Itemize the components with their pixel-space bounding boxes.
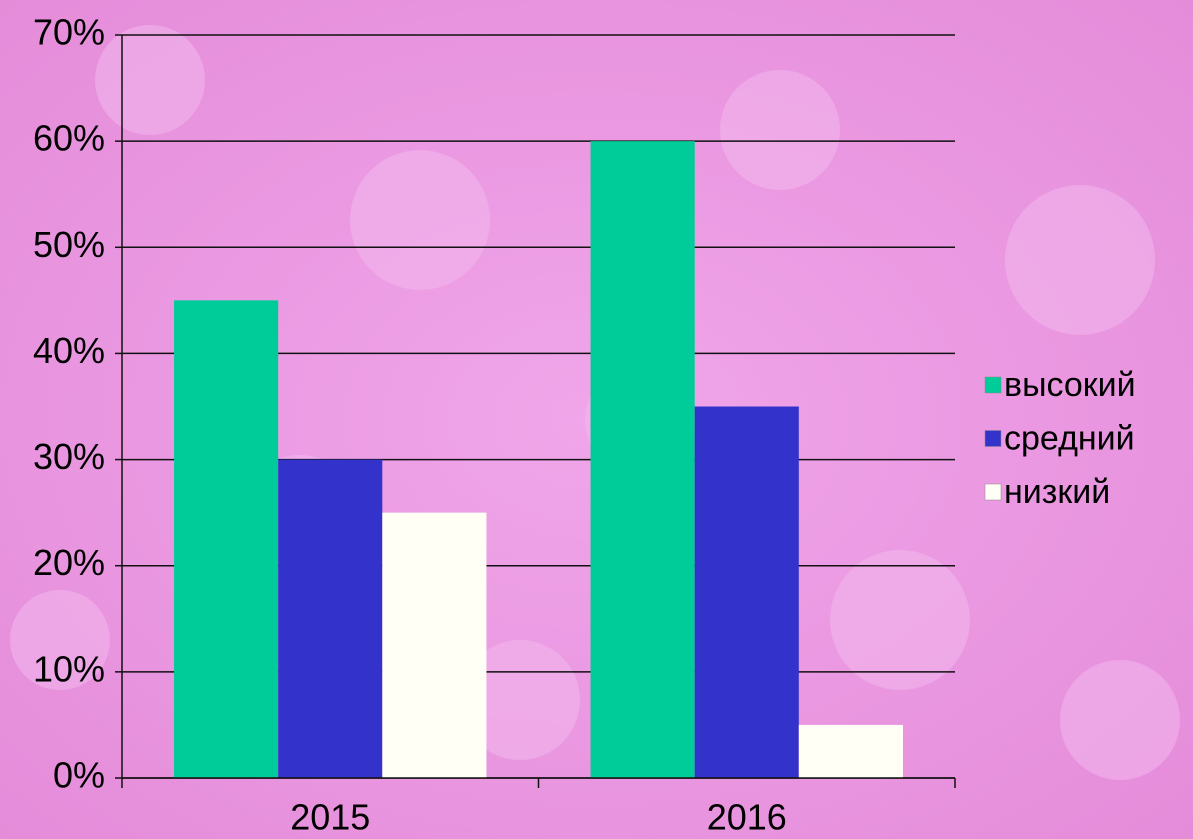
legend-swatch bbox=[985, 377, 1001, 393]
y-tick-label: 60% bbox=[33, 118, 105, 159]
y-tick-label: 30% bbox=[33, 436, 105, 477]
legend-label: средний bbox=[1004, 419, 1135, 457]
x-tick-label: 2016 bbox=[707, 797, 787, 838]
bar bbox=[799, 725, 903, 778]
y-tick-label: 70% bbox=[33, 12, 105, 53]
y-tick-label: 40% bbox=[33, 330, 105, 371]
x-tick-label: 2015 bbox=[290, 797, 370, 838]
legend-label: низкий bbox=[1004, 473, 1110, 511]
y-tick-label: 0% bbox=[53, 755, 105, 796]
bar bbox=[591, 141, 695, 778]
bar bbox=[382, 513, 486, 778]
y-tick-label: 10% bbox=[33, 648, 105, 689]
y-tick-label: 20% bbox=[33, 542, 105, 583]
y-tick-label: 50% bbox=[33, 224, 105, 265]
bar bbox=[695, 407, 799, 779]
legend-swatch bbox=[985, 484, 1001, 500]
legend-label: высокий bbox=[1004, 366, 1136, 404]
bar bbox=[278, 460, 382, 778]
chart: 0% 10% 20% 30% 40% 50% 60% 70% 2015 2016 высокий ср… bbox=[0, 0, 1193, 839]
legend-swatch bbox=[985, 431, 1001, 447]
bar bbox=[174, 300, 278, 778]
page: 0% 10% 20% 30% 40% 50% 60% 70% 2015 2016 высокий ср… bbox=[0, 0, 1193, 839]
